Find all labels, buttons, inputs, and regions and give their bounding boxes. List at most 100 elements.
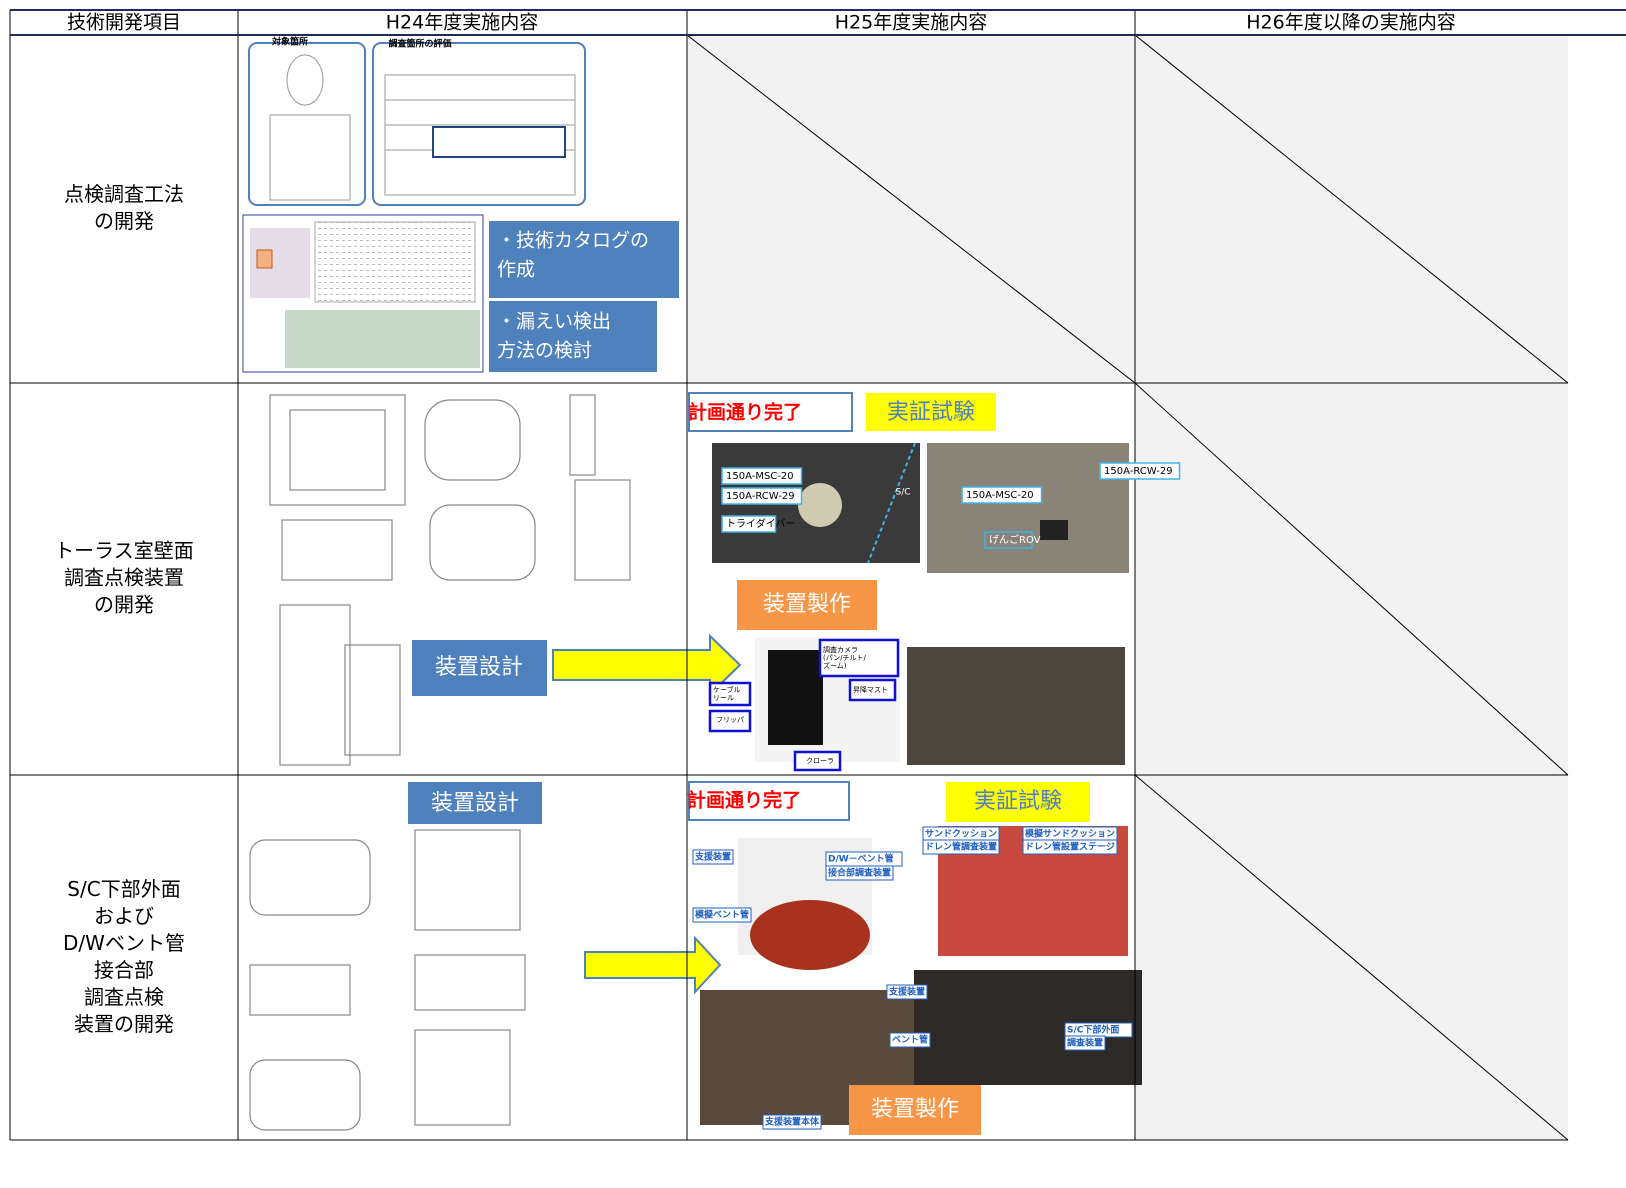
robot (768, 650, 823, 745)
make-label: 装置製作 (763, 592, 851, 617)
label-box (946, 782, 1090, 822)
label-box (793, 750, 842, 772)
item-label: S/C下部外面 (67, 877, 180, 901)
box-text: 装置設計 (431, 791, 519, 816)
document-thumbnail (248, 42, 586, 206)
header-cell: H24年度実施内容 (386, 12, 538, 34)
photo-label: 支援装置 (694, 851, 731, 863)
item-label: 調査点検装置 (64, 566, 184, 590)
robot-label: リール (713, 694, 734, 702)
empty-cell (1135, 35, 1568, 1140)
label-box (1064, 1035, 1106, 1051)
item-label: 装置の開発 (74, 1012, 174, 1036)
label-box (866, 393, 996, 431)
header-cell: H26年度以降の実施内容 (1246, 12, 1455, 34)
label-box (688, 392, 853, 432)
photo-label: S/C下部外面 (1067, 1024, 1119, 1036)
label-box (737, 580, 877, 630)
photo-label: 調査装置 (1067, 1037, 1103, 1049)
photo-label: げんごROV (989, 533, 1041, 546)
label-box (849, 1085, 981, 1135)
label-box (708, 709, 752, 733)
box-text: ・技術カタログの (497, 230, 649, 252)
test-label: 実証試験 (887, 400, 975, 425)
label-box (984, 531, 1033, 549)
photo-label: 支援装置本体 (764, 1116, 820, 1128)
photo-label: 150A-RCW-29 (1104, 466, 1173, 477)
label-box (408, 782, 542, 824)
robot-label: ズーム) (823, 661, 847, 670)
robot-label: ケーブル (713, 685, 741, 694)
robot-label: フリッパ (716, 716, 744, 724)
label-box (762, 1114, 822, 1130)
label-box (489, 221, 679, 298)
table-grid (9, 10, 1568, 1141)
photo-label: D/W－ベント管 (828, 853, 894, 865)
drawing (249, 829, 526, 1131)
item-label: の開発 (94, 593, 154, 617)
label-box (1022, 839, 1118, 855)
photo (927, 443, 1129, 573)
pipe (750, 900, 870, 970)
box-text: 作成 (497, 259, 535, 281)
label-box (489, 301, 657, 372)
photo-label: 支援装置 (888, 986, 925, 998)
photo-label: ドレン管設置ステージ (1025, 841, 1115, 853)
make-label: 装置製作 (871, 1097, 959, 1122)
status: 計画通り完了 (687, 789, 801, 812)
box-text: ・漏えい検出 (497, 311, 611, 333)
label-box (1099, 462, 1181, 480)
table-lines (314, 221, 476, 303)
light (798, 483, 842, 527)
label-box (889, 1032, 931, 1048)
header-cell: H25年度実施内容 (835, 12, 987, 34)
label-box (721, 487, 803, 505)
item-label: 点検調査工法 (64, 182, 184, 206)
photo-label: ベント管 (892, 1034, 928, 1046)
header-border (10, 9, 1626, 36)
robot-label: 調査カメラ (823, 645, 858, 654)
label-box (721, 515, 777, 533)
photo-label: ドレン管調査装置 (925, 841, 997, 853)
item-label: トーラス室壁面 (54, 539, 194, 563)
label-box (961, 486, 1043, 504)
label-box (922, 839, 1000, 855)
header-cell: 技術開発項目 (67, 12, 181, 34)
photo (285, 310, 480, 368)
item-label: の開発 (94, 209, 154, 233)
photo-label: S/C (895, 488, 910, 498)
photo-label: 模擬ベント管 (695, 909, 749, 921)
photo (907, 647, 1125, 765)
arrow (584, 935, 722, 995)
highlight (256, 249, 273, 269)
arrow (552, 633, 742, 697)
label-box (818, 638, 900, 678)
label-box (688, 781, 850, 821)
robot-label: (パン/チルト/ (823, 654, 866, 662)
item-label: D/Wベント管 (63, 931, 185, 955)
item-label: 接合部 (94, 958, 154, 982)
robot-label: クローラ (806, 757, 834, 765)
label-box (848, 678, 897, 702)
rov (1040, 520, 1068, 540)
pointer (867, 442, 916, 564)
robot-label: 昇降マスト (853, 685, 888, 694)
label-box (721, 467, 803, 485)
doc-label: 対象箇所 (271, 36, 308, 48)
item-label: 調査点検 (84, 985, 164, 1009)
photo-label: 接合部調査装置 (828, 867, 891, 879)
photo-label: サンドクッション (925, 829, 997, 840)
label-box (708, 681, 752, 707)
label-box (825, 865, 894, 881)
label-box (886, 984, 928, 1000)
photo-label: 150A-RCW-29 (726, 491, 795, 502)
item-label: および (94, 904, 154, 928)
label-box (412, 640, 547, 696)
diagonals (686, 34, 1569, 1141)
status: 計画通り完了 (688, 401, 802, 424)
document-lines (269, 54, 576, 201)
doc-label: 調査箇所の評価 (388, 38, 451, 50)
label-box (692, 849, 734, 865)
drawing (269, 394, 631, 766)
